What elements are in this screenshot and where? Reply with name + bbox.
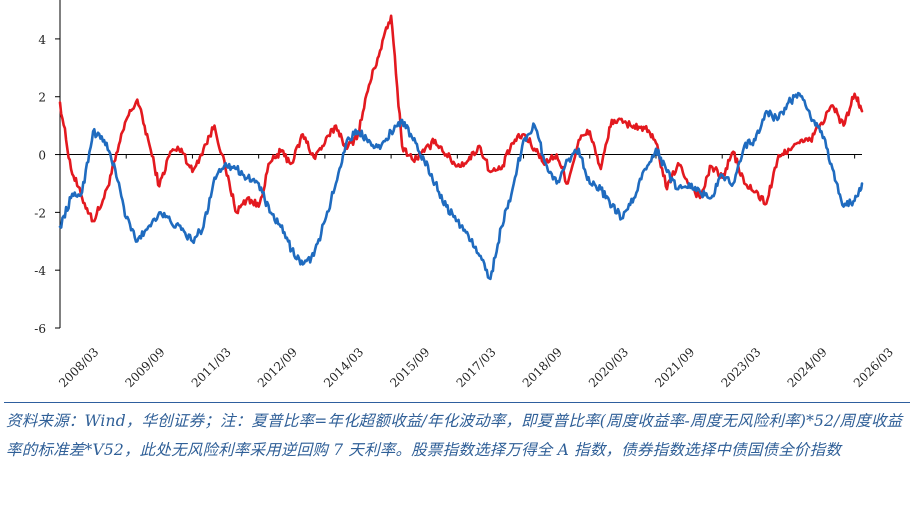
x-tick-label: 2012/09 [255, 345, 300, 390]
x-tick-label: 2026/03 [851, 345, 896, 390]
y-axis: 4 2 0 -2 -4 -6 [34, 0, 61, 336]
x-tick-label: 2023/03 [718, 345, 763, 390]
y-tick-label: -4 [34, 264, 46, 278]
source-note: 资料来源：Wind，华创证券；注：夏普比率=年化超额收益/年化波动率，即夏普比率… [6, 412, 903, 459]
divider [4, 402, 910, 403]
x-tick-label: 2008/03 [56, 345, 101, 390]
x-tick-label: 2021/09 [652, 345, 697, 390]
y-tick-label: -2 [34, 206, 46, 220]
series-line-blue [58, 91, 864, 281]
x-tick-label: 2015/09 [387, 345, 432, 390]
series-layer [58, 14, 864, 281]
x-tick-label: 2014/03 [321, 345, 366, 390]
x-tick-label: 2018/09 [520, 345, 565, 390]
x-tick-label: 2020/03 [586, 345, 631, 390]
y-tick-label: -6 [34, 322, 46, 336]
series-line-red [58, 14, 864, 223]
line-chart: 4 2 0 -2 -4 -6 2008/03 2009/09 2011/03 2012/09 20… [34, 0, 896, 390]
x-tick-label: 2024/09 [785, 345, 830, 390]
y-tick-label: 2 [38, 91, 46, 105]
x-tick-label: 2009/09 [122, 345, 167, 390]
y-tick-label: 0 [38, 149, 46, 163]
x-tick-label: 2011/03 [189, 345, 234, 390]
x-tick-label: 2017/03 [454, 345, 499, 390]
y-tick-label: 4 [38, 33, 46, 47]
